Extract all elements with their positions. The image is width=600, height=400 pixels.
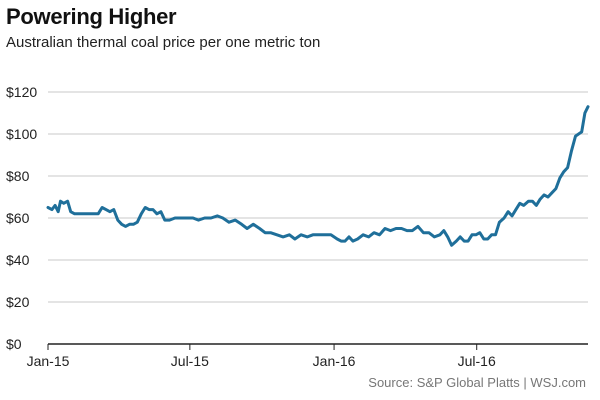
x-tick-label: Jan-16 [313,353,356,369]
y-axis-tick-labels: $0 $20 $40 $60 $80 $100 $120 [6,84,37,352]
y-tick-label: $100 [6,126,37,142]
y-tick-label: $40 [6,252,30,268]
y-tick-label: $20 [6,294,30,310]
price-series-line [46,105,590,247]
gridlines [48,91,588,345]
x-tick-label: Jul-15 [171,353,209,369]
y-tick-label: $120 [6,84,37,100]
y-tick-label: $60 [6,210,30,226]
x-tick-label: Jul-16 [458,353,496,369]
source-note: Source: S&P Global Platts | WSJ.com [368,375,586,390]
y-tick-label: $80 [6,168,30,184]
chart-title: Powering Higher [6,4,177,29]
chart-subtitle: Australian thermal coal price per one me… [6,34,321,51]
x-tick-label: Jan-15 [27,353,70,369]
x-axis: Jan-15 Jul-15 Jan-16 Jul-16 [27,344,496,369]
y-tick-label: $0 [6,336,22,352]
